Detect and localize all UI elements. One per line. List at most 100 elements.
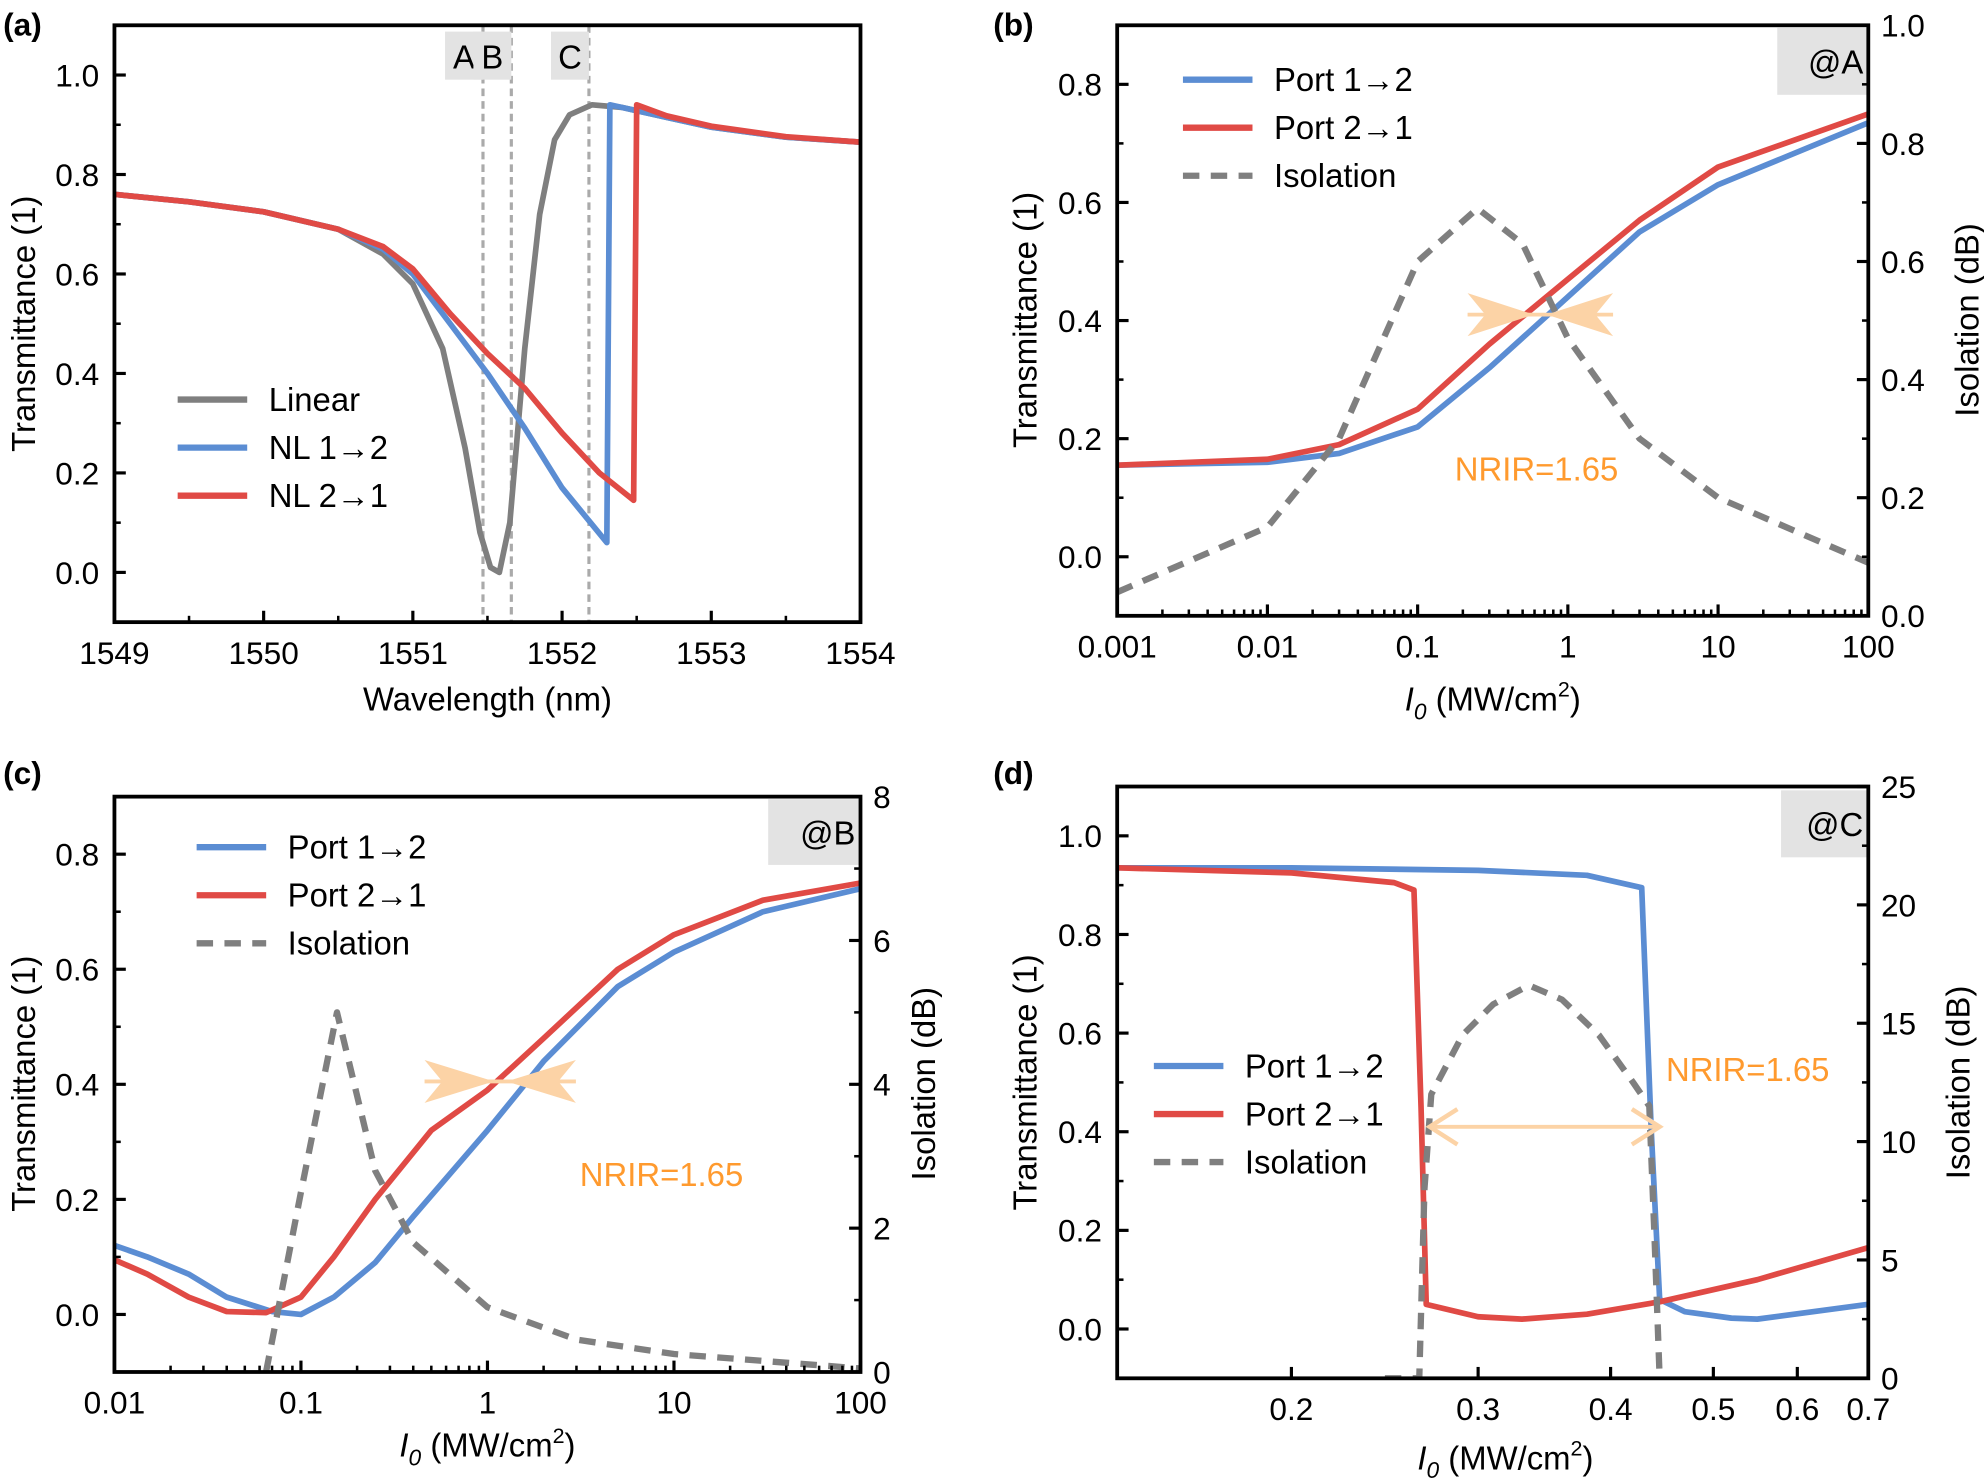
y-tick-label: 0.8 — [1058, 67, 1102, 103]
x-tick-label: 1549 — [79, 635, 149, 671]
x-tick-label: 100 — [1842, 629, 1895, 665]
x-axis-title-part: ) — [565, 1427, 576, 1464]
series-line-port-1-2 — [1117, 864, 1869, 1322]
condition-tag: @B — [800, 815, 855, 852]
x-axis-title-part: (MW/cm — [421, 1427, 552, 1464]
y2-tick-label: 0.4 — [1881, 362, 1925, 398]
x-tick-label: 0.01 — [84, 1385, 146, 1421]
x-axis-title: Wavelength (nm) — [363, 681, 612, 718]
y2-tick-label: 4 — [873, 1067, 891, 1103]
range-arrowhead-left — [1425, 1107, 1459, 1147]
y-tick-label: 0.8 — [55, 837, 99, 873]
legend-label: Isolation — [288, 925, 410, 962]
x-tick-label: 1553 — [676, 635, 746, 671]
x-axis-title-part: (MW/cm — [1426, 681, 1557, 718]
legend-label: NL 1→2 — [269, 429, 388, 466]
series-line-isolation — [262, 1009, 861, 1372]
y-tick-label: 0.0 — [55, 1297, 99, 1333]
y-tick-label: 0.4 — [1058, 303, 1102, 339]
range-arrowhead-right — [506, 1059, 576, 1103]
x-axis-title-part: I — [1417, 1439, 1426, 1476]
range-arrowhead-left — [1467, 293, 1535, 337]
y-axis-title: Transmittance (1) — [5, 196, 42, 452]
x-tick-label: 10 — [1700, 629, 1735, 665]
x-tick-label: 0.01 — [1237, 629, 1299, 665]
legend-label: Port 2→1 — [288, 877, 427, 914]
x-axis-title-part: ) — [1570, 681, 1581, 718]
series-line-port-2-1 — [1117, 864, 1869, 1322]
y-tick-label: 0.0 — [1058, 1311, 1102, 1347]
legend-label: NL 2→1 — [269, 477, 388, 514]
y2-tick-label: 6 — [873, 923, 891, 959]
x-axis-title-part: (MW/cm — [1439, 1439, 1570, 1476]
x-axis-title-part: 2 — [1571, 1436, 1583, 1460]
y-tick-label: 0.0 — [55, 555, 99, 591]
y-tick-label: 0.4 — [1058, 1114, 1102, 1150]
x-axis-title-part: ) — [1582, 1439, 1593, 1476]
condition-tag-bg — [768, 799, 861, 865]
series-line-port-1-2 — [114, 885, 861, 1318]
y-tick-label: 1.0 — [1058, 818, 1102, 854]
y-tick-label: 0.8 — [55, 157, 99, 193]
marker-label-bg — [550, 31, 589, 80]
x-tick-label: 10 — [656, 1385, 691, 1421]
x-tick-label: 0.4 — [1589, 1391, 1633, 1427]
marker-label-B: B — [481, 38, 503, 75]
y2-axis-title: Isolation (dB) — [905, 987, 942, 1181]
x-tick-label: 1550 — [228, 635, 298, 671]
legend-label: Linear — [269, 381, 360, 418]
y2-tick-label: 8 — [873, 779, 891, 815]
panel-label: (c) — [3, 755, 42, 791]
x-axis-title-part: 0 — [1414, 699, 1427, 725]
series-line-isolation — [1117, 205, 1869, 596]
x-axis-title-part: I — [399, 1427, 408, 1464]
y-tick-label: 0.4 — [55, 1067, 99, 1103]
x-axis-title-part: 0 — [409, 1445, 422, 1471]
marker-label-C: C — [558, 38, 582, 75]
panel-a: (a) A B C 1549 1550 1551 1552 1553 1554 0.0 0.2 0.4 0… — [3, 6, 895, 717]
panel-d: (d) @C NRIR=1.65 0.2 0.3 0.4 0.5 0.6 0.7 0.0 0.2 0.… — [993, 755, 1976, 1482]
y-tick-label: 0.2 — [55, 455, 99, 491]
y2-tick-label: 5 — [1881, 1242, 1899, 1278]
x-tick-label: 0.6 — [1775, 1391, 1819, 1427]
x-tick-label: 1 — [479, 1385, 497, 1421]
y2-axis-title: Isolation (dB) — [1948, 223, 1984, 417]
plot-frame — [112, 794, 863, 1374]
x-tick-label: 100 — [834, 1385, 887, 1421]
x-tick-label: 1552 — [527, 635, 597, 671]
y-tick-label: 0.2 — [1058, 421, 1102, 457]
y-tick-label: 1.0 — [55, 57, 99, 93]
condition-tag-bg — [1781, 790, 1869, 858]
x-axis-title: I0 (MW/cm2) — [1405, 678, 1581, 725]
nrir-annotation: NRIR=1.65 — [1455, 451, 1618, 488]
y-tick-label: 0.6 — [55, 952, 99, 988]
y-tick-label: 0.2 — [55, 1182, 99, 1218]
y2-tick-label: 25 — [1881, 769, 1916, 805]
x-axis-title-part: 2 — [553, 1424, 565, 1448]
x-tick-label: 1551 — [378, 635, 448, 671]
y-tick-label: 0.2 — [1058, 1213, 1102, 1249]
x-axis-title-part: 0 — [1426, 1457, 1439, 1482]
range-arrowhead-right — [1546, 293, 1614, 337]
plot-frame — [112, 23, 863, 625]
y2-tick-label: 10 — [1881, 1124, 1916, 1160]
series-group — [1117, 864, 1869, 1379]
panel-c: (c) @B NRIR=1.65 0.01 0.1 1 10 100 0.0 0.2 0.4 0.6 0… — [3, 755, 942, 1471]
series-line-port-2-1 — [1117, 111, 1869, 469]
y2-tick-label: 15 — [1881, 1006, 1916, 1042]
x-axis-title: I0 (MW/cm2) — [1417, 1436, 1593, 1482]
series-group — [114, 880, 861, 1372]
y2-axis-title: Isolation (dB) — [1939, 986, 1976, 1180]
x-tick-label: 0.5 — [1691, 1391, 1735, 1427]
y-axis-title: Transmittance (1) — [1006, 192, 1043, 448]
legend-label: Port 1→2 — [1245, 1047, 1384, 1084]
legend-label: Port 2→1 — [1245, 1095, 1384, 1132]
x-axis-title-part: I — [1405, 681, 1414, 718]
y2-tick-label: 0 — [1881, 1361, 1899, 1397]
panel-label: (b) — [993, 6, 1033, 42]
condition-tag-bg — [1777, 27, 1869, 95]
y2-tick-label: 1.0 — [1881, 8, 1925, 44]
marker-label-bg — [473, 31, 512, 80]
x-tick-label: 0.7 — [1846, 1391, 1890, 1427]
